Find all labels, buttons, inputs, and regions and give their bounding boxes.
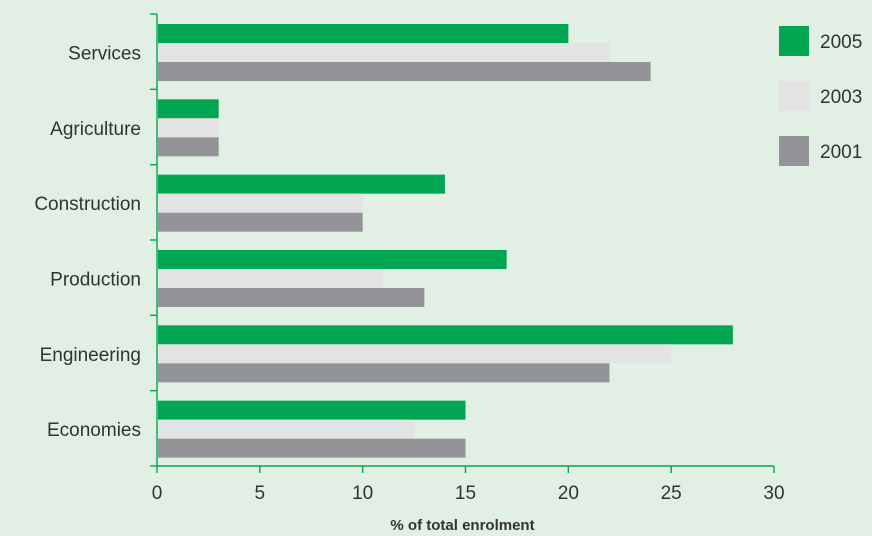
bar-engineering-2005: [158, 325, 733, 345]
category-label-construction: Construction: [34, 194, 141, 215]
bar-construction-2005: [158, 174, 445, 194]
x-axis-ticks: [156, 466, 775, 473]
bar-economies-2005: [158, 400, 466, 420]
legend-swatch-2001: [779, 136, 809, 166]
x-tick-label: 20: [558, 483, 579, 504]
plot-area: [158, 24, 733, 458]
legend-swatch-2003: [779, 81, 809, 111]
legend-label-2005: 2005: [820, 32, 862, 53]
bar-engineering-2003: [158, 344, 672, 364]
bar-services-2001: [158, 62, 651, 81]
bar-production-2003: [158, 269, 384, 288]
category-label-economies: Economies: [47, 420, 141, 441]
y-axis-ticks: [150, 13, 157, 467]
x-axis-title: % of total enrolment: [390, 517, 534, 534]
bar-services-2003: [158, 43, 610, 62]
bar-agriculture-2005: [158, 99, 219, 119]
bar-agriculture-2001: [158, 137, 219, 157]
x-tick-label: 0: [152, 483, 163, 504]
legend-label-2003: 2003: [820, 87, 862, 108]
bar-production-2001: [158, 288, 425, 307]
bar-construction-2001: [158, 212, 363, 232]
bar-services-2005: [158, 24, 569, 43]
x-tick-label: 5: [255, 483, 266, 504]
legend-label-2001: 2001: [820, 142, 862, 163]
legend-swatch-2005: [779, 26, 809, 56]
x-tick-labels: 0 5 10 15 20 25 30: [152, 483, 785, 504]
bar-economies-2003: [158, 419, 415, 439]
x-tick-label: 15: [455, 483, 476, 504]
legend: 2005 2003 2001: [779, 26, 862, 166]
bar-production-2005: [158, 250, 507, 269]
bar-construction-2003: [158, 193, 363, 213]
category-label-services: Services: [68, 44, 141, 65]
bar-engineering-2001: [158, 363, 610, 383]
category-label-agriculture: Agriculture: [50, 119, 141, 140]
x-tick-label: 10: [352, 483, 373, 504]
category-label-production: Production: [50, 270, 141, 291]
bar-agriculture-2003: [158, 118, 219, 138]
category-labels: Services Agriculture Construction Productio…: [34, 44, 141, 442]
x-tick-label: 25: [661, 483, 682, 504]
bar-economies-2001: [158, 438, 466, 458]
x-tick-label: 30: [763, 483, 784, 504]
category-label-engineering: Engineering: [40, 345, 141, 366]
